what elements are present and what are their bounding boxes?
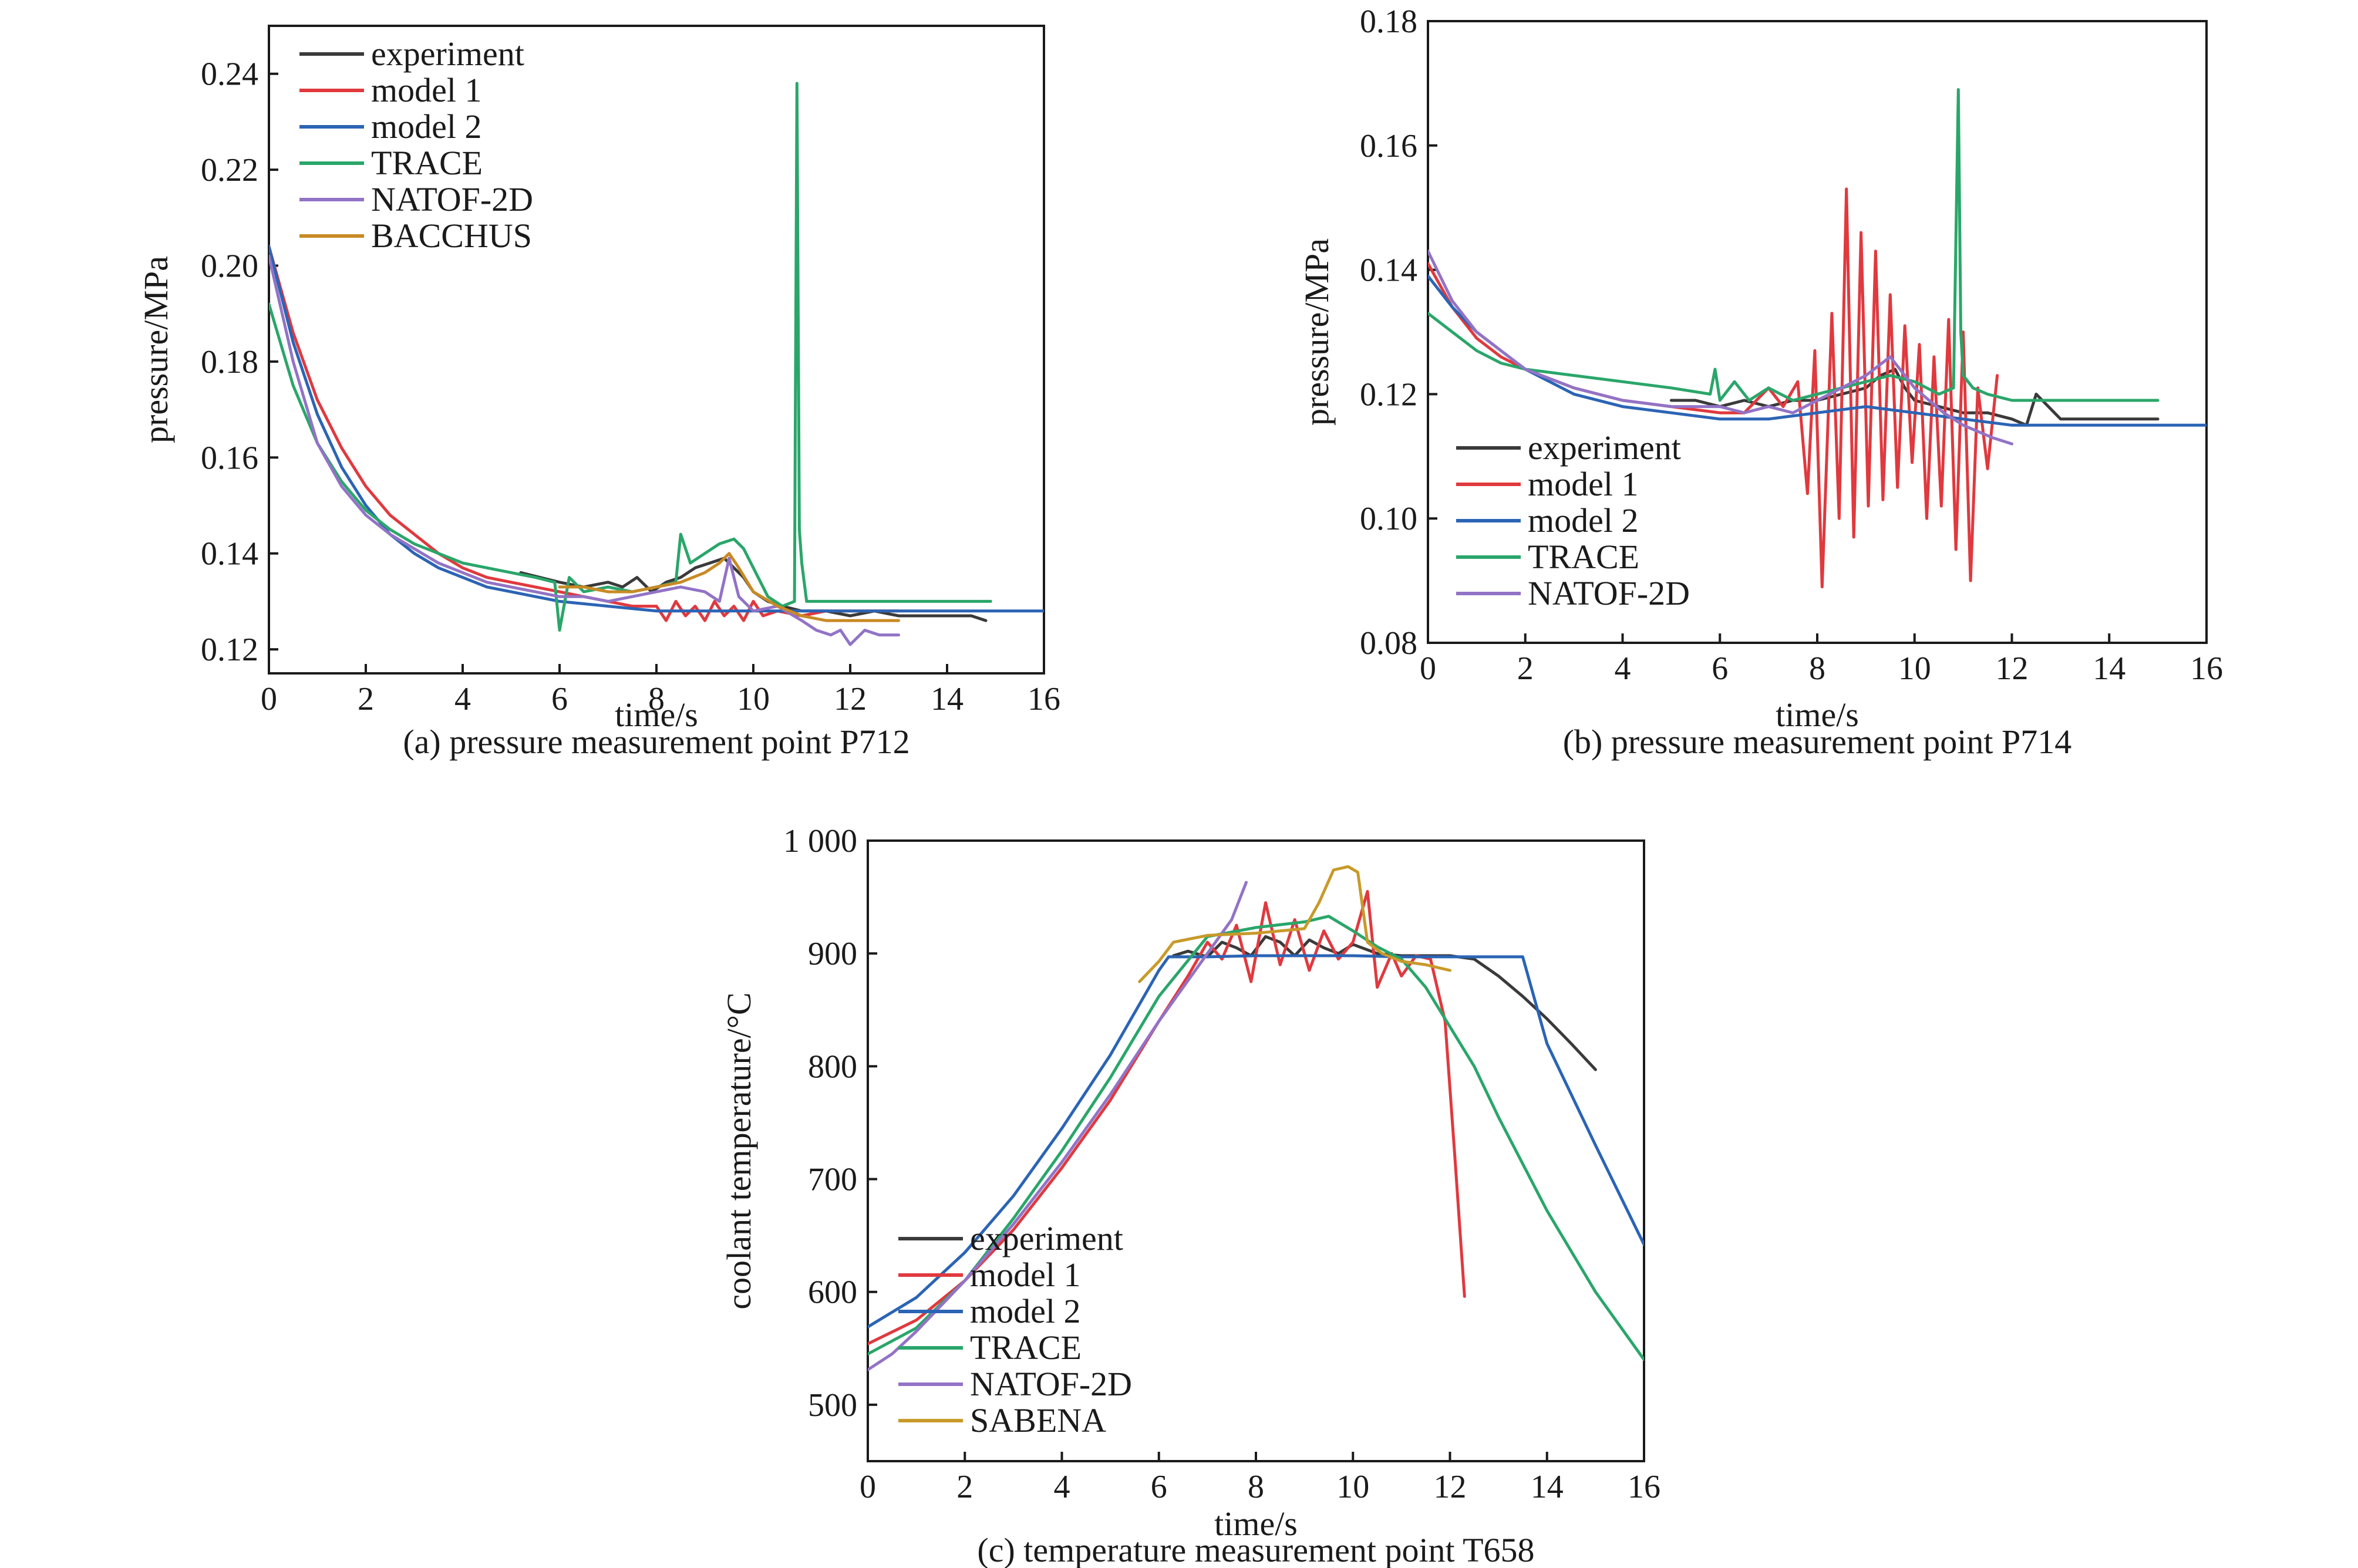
- y-tick-label: 900: [808, 936, 857, 972]
- x-tick-label: 14: [931, 681, 964, 717]
- legend-label-model-1: model 1: [970, 1256, 1080, 1294]
- x-tick-label: 12: [1434, 1469, 1467, 1505]
- chart-caption: (a) pressure measurement point P712: [403, 723, 909, 761]
- chart-caption: (c) temperature measurement point T658: [977, 1531, 1534, 1568]
- y-tick-label: 0.22: [201, 152, 258, 188]
- legend-label-model-2: model 2: [1528, 501, 1638, 539]
- chart-a: 0 2 4 6 8 10 12 14 16 0.12 0.14 0.16 0.18 0.20 0.22 0.2…: [137, 25, 1060, 761]
- x-tick-label: 10: [1898, 650, 1931, 687]
- y-tick-label: 0.18: [1360, 4, 1417, 40]
- series-line-trace: [1428, 88, 2160, 402]
- x-axis-title: time/s: [1776, 696, 1859, 734]
- x-tick-label: 2: [358, 681, 374, 717]
- x-tick-label: 12: [1996, 650, 2029, 687]
- series-line-model-2: [868, 954, 1644, 1328]
- chart-caption: (b) pressure measurement point P714: [1563, 723, 2072, 761]
- series-line-model-1: [269, 245, 900, 622]
- x-tick-label: 16: [2190, 650, 2223, 687]
- y-tick-label: 0.14: [201, 536, 258, 572]
- x-tick-label: 2: [956, 1469, 973, 1505]
- legend-label-experiment: experiment: [371, 35, 524, 73]
- x-tick-label: 4: [454, 681, 471, 717]
- legend-label-natof-2d: NATOF-2D: [1528, 574, 1690, 612]
- y-tick-label: 500: [808, 1387, 857, 1424]
- series-line-natof-2d: [868, 881, 1248, 1371]
- x-tick-label: 6: [1151, 1469, 1167, 1505]
- legend-label-trace: TRACE: [1528, 538, 1639, 576]
- x-tick-label: 10: [737, 681, 770, 717]
- legend-label-trace: TRACE: [970, 1328, 1082, 1367]
- x-tick-label: 4: [1054, 1469, 1070, 1505]
- y-tick-label: 0.16: [1360, 128, 1417, 164]
- y-tick-label: 0.10: [1360, 501, 1417, 537]
- series-group: [868, 865, 1644, 1371]
- legend-label-natof-2d: NATOF-2D: [970, 1365, 1132, 1403]
- legend-label-natof-2d: NATOF-2D: [371, 180, 533, 218]
- x-tick-label: 0: [860, 1469, 876, 1505]
- y-tick-label: 600: [808, 1274, 857, 1311]
- y-tick-label: 1 000: [783, 823, 857, 859]
- x-tick-label: 12: [834, 681, 867, 717]
- y-tick-label: 0.14: [1360, 252, 1417, 289]
- series-line-model-2: [269, 245, 1044, 613]
- legend-label-bacchus: BACCHUS: [371, 217, 532, 255]
- legend-label-experiment: experiment: [1528, 429, 1681, 467]
- y-tick-label: 0.16: [201, 440, 258, 476]
- series-line-natof-2d: [269, 254, 900, 646]
- x-tick-label: 14: [1531, 1469, 1564, 1505]
- y-axis-title: pressure/MPa: [137, 256, 175, 443]
- chart-c: 0 2 4 6 8 10 12 14 16 500 600 700 800 900 1 000 time/s c…: [720, 823, 1660, 1568]
- x-tick-label: 6: [1712, 650, 1728, 687]
- x-tick-label: 8: [648, 681, 665, 717]
- x-tick-label: 16: [1628, 1469, 1660, 1505]
- series-line-experiment: [1172, 935, 1597, 1071]
- x-tick-label: 14: [2093, 650, 2125, 687]
- y-tick-label: 0.18: [201, 344, 258, 380]
- legend-label-sabena: SABENA: [970, 1401, 1106, 1439]
- y-tick-label: 0.24: [201, 56, 258, 93]
- x-tick-label: 0: [261, 681, 277, 717]
- series-line-sabena: [1138, 865, 1451, 983]
- legend-label-model-2: model 2: [970, 1292, 1080, 1330]
- series-line-bacchus: [558, 552, 900, 622]
- x-tick-label: 2: [1517, 650, 1534, 687]
- legend-label-model-1: model 1: [371, 71, 481, 109]
- x-tick-label: 16: [1028, 681, 1060, 717]
- y-tick-label: 0.12: [1360, 376, 1417, 413]
- series-group: [269, 82, 1044, 646]
- series-group: [1428, 88, 2207, 589]
- series-line-experiment: [519, 557, 988, 622]
- y-tick-label: 0.12: [201, 632, 258, 668]
- x-tick-label: 6: [551, 681, 568, 717]
- x-tick-label: 10: [1336, 1469, 1369, 1505]
- legend-label-experiment: experiment: [970, 1219, 1123, 1257]
- x-tick-label: 4: [1615, 650, 1631, 687]
- y-tick-label: 700: [808, 1162, 857, 1198]
- legend-label-model-1: model 1: [1528, 465, 1638, 503]
- legend-label-trace: TRACE: [371, 144, 483, 182]
- y-tick-label: 0.08: [1360, 625, 1417, 662]
- series-line-trace: [868, 915, 1644, 1361]
- x-tick-label: 0: [1420, 650, 1436, 687]
- chart-b: 0 2 4 6 8 10 12 14 16 0.08 0.10 0.12 0.14 0.16 0.18 tim…: [1298, 4, 2223, 761]
- y-tick-label: 800: [808, 1048, 857, 1085]
- x-tick-label: 8: [1809, 650, 1825, 687]
- x-tick-label: 8: [1248, 1469, 1264, 1505]
- y-tick-label: 0.20: [201, 248, 258, 285]
- x-axis-title: time/s: [1214, 1505, 1298, 1543]
- x-axis-title: time/s: [615, 696, 698, 734]
- series-line-natof-2d: [1428, 249, 2013, 446]
- y-axis-title: coolant temperature/°C: [720, 992, 758, 1309]
- y-axis-title: pressure/MPa: [1298, 238, 1336, 426]
- legend-label-model-2: model 2: [371, 107, 481, 146]
